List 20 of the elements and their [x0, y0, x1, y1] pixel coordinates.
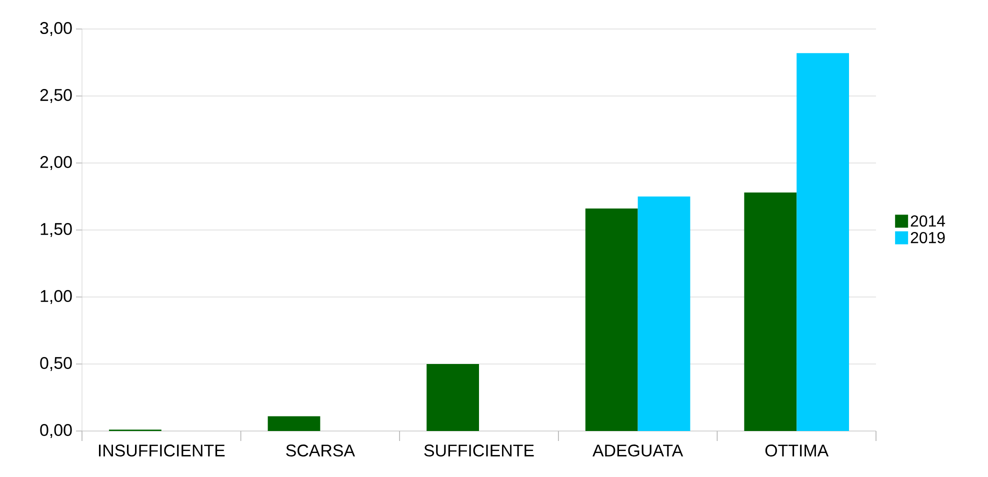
bar — [796, 53, 850, 431]
y-tick-label: 0,50 — [40, 357, 72, 371]
y-tick-label: 1,00 — [40, 290, 72, 304]
y-tick-label: 3,00 — [40, 22, 72, 36]
bar — [585, 208, 638, 431]
y-tick-label: 2,50 — [40, 89, 72, 103]
x-tick-label: INSUFFICIENTE — [98, 444, 225, 457]
bar — [268, 416, 320, 431]
legend-label: 2014 — [910, 215, 946, 227]
y-tick-label: 2,00 — [40, 156, 72, 170]
bar — [426, 364, 480, 431]
bar — [744, 192, 797, 431]
x-tick-label: SUFFICIENTE — [424, 444, 534, 457]
y-tick-label: 0,00 — [40, 424, 72, 438]
x-tick-label: SCARSA — [286, 444, 355, 457]
bar — [638, 196, 690, 431]
y-tick-label: 1,50 — [40, 223, 72, 237]
x-tick-label: ADEGUATA — [592, 444, 684, 457]
x-tick-label: OTTIMA — [765, 444, 829, 457]
legend-label: 2019 — [910, 232, 945, 244]
